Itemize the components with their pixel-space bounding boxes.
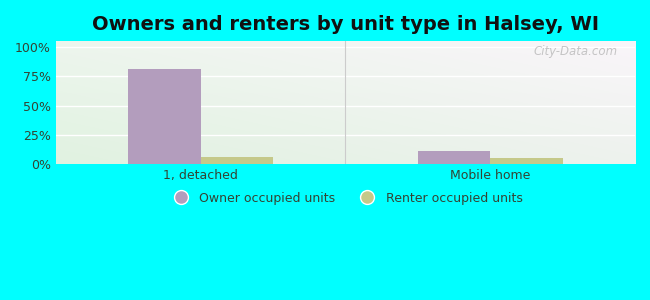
Bar [128, 69, 201, 164]
Text: City-Data.com: City-Data.com [534, 45, 618, 58]
Title: Owners and renters by unit type in Halsey, WI: Owners and renters by unit type in Halse… [92, 15, 599, 34]
Bar [418, 151, 490, 164]
Bar [490, 158, 563, 164]
Bar [201, 157, 273, 164]
Legend: Owner occupied units, Renter occupied units: Owner occupied units, Renter occupied un… [163, 187, 528, 210]
